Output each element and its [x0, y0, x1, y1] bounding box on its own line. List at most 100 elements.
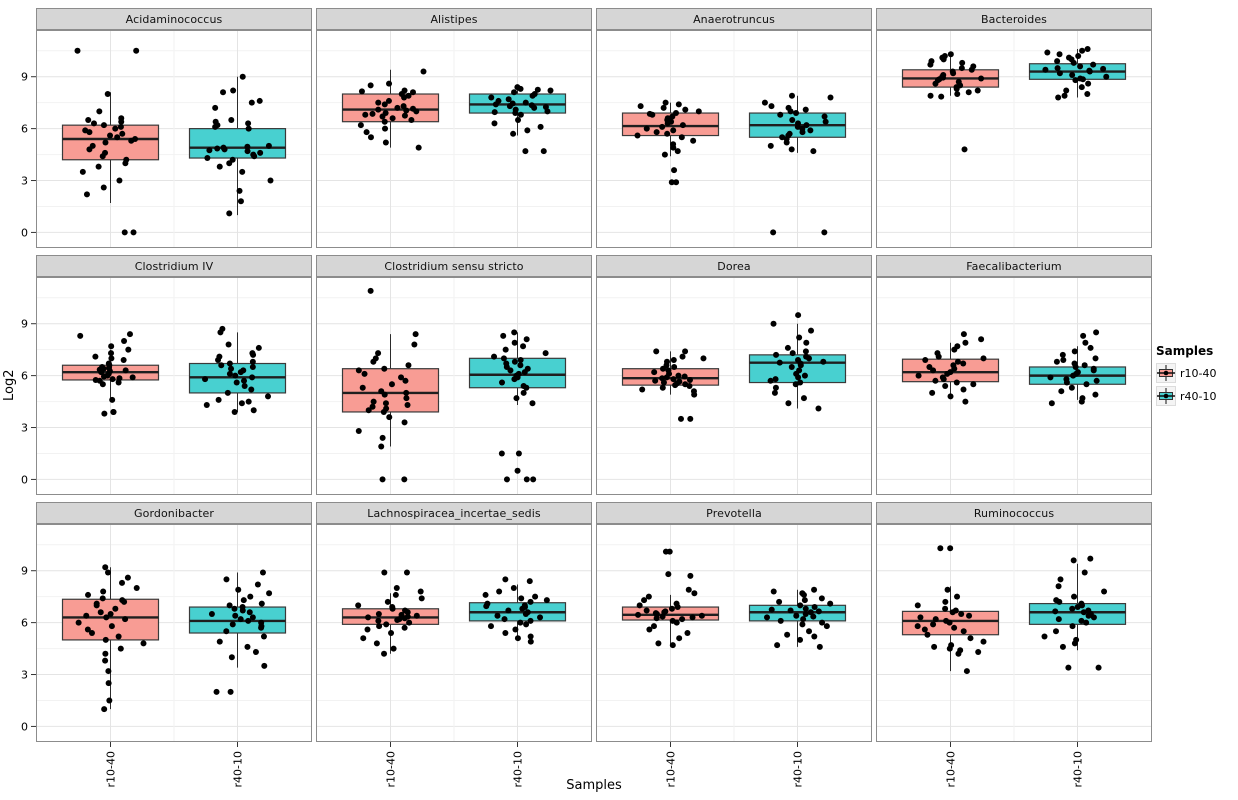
y-axis-title: Log2 — [2, 369, 17, 401]
facet-panel — [316, 30, 592, 248]
y-tick-label: 9 — [21, 71, 28, 84]
y-tick-label: 9 — [21, 565, 28, 578]
boxplot-r40-10 — [748, 95, 847, 153]
facet-title: Alistipes — [430, 12, 478, 26]
facet-panel — [876, 277, 1152, 495]
facet-strip: Alistipes — [316, 8, 592, 30]
jitter-points-r10-40 — [355, 287, 419, 483]
facet-strip: Anaerotruncus — [596, 8, 872, 30]
legend-label: r10-40 — [1180, 366, 1217, 380]
panel-plot — [597, 278, 871, 494]
y-tick-label: 6 — [21, 123, 28, 136]
jitter-points-r10-40 — [915, 331, 987, 405]
facet-strip: Faecalibacterium — [876, 255, 1152, 277]
jitter-points-r40-10 — [1042, 46, 1110, 101]
jitter-points-r40-10 — [1047, 329, 1100, 407]
panel-plot — [877, 31, 1151, 247]
legend-entries: r10-40 r40-10 — [1156, 363, 1236, 406]
facet-title: Faecalibacterium — [966, 259, 1062, 273]
jitter-points-r10-40 — [639, 348, 707, 422]
panel-plot — [597, 525, 871, 741]
x-axis-title: Samples — [566, 778, 622, 793]
facet-strip: Clostridium sensu stricto — [316, 255, 592, 277]
jitter-points-r40-10 — [491, 329, 549, 483]
facet-strip: Dorea — [596, 255, 872, 277]
y-tick-label: 0 — [21, 473, 28, 486]
jitter-points-r40-10 — [767, 312, 827, 412]
y-tick-label: 3 — [21, 422, 28, 435]
boxplot-r40-10 — [188, 332, 287, 412]
jitter-points-r40-10 — [1041, 555, 1108, 671]
panel-plot — [317, 278, 591, 494]
facet-strip: Ruminococcus — [876, 502, 1152, 524]
facet-strip: Lachnospiracea_incertae_sedis — [316, 502, 592, 524]
facet-panel — [36, 524, 312, 742]
jitter-points-r40-10 — [204, 73, 274, 217]
boxplot-r10-40 — [61, 567, 160, 710]
boxplot-r10-40 — [621, 351, 720, 395]
jitter-points-r10-40 — [74, 47, 140, 236]
panel-plot — [37, 31, 311, 247]
y-tick-label: 6 — [21, 617, 28, 630]
legend-entry: r40-10 — [1156, 386, 1236, 406]
facet-strip: Gordonibacter — [36, 502, 312, 524]
facet-title: Gordonibacter — [134, 506, 214, 520]
legend-entry: r10-40 — [1156, 363, 1236, 383]
boxplot-r10-40 — [341, 334, 440, 447]
jitter-points-r10-40 — [357, 68, 427, 151]
facet-title: Anaerotruncus — [693, 12, 775, 26]
facet-title: Clostridium sensu stricto — [384, 259, 524, 273]
boxplot-r10-40 — [61, 92, 160, 204]
panel-plot — [597, 31, 871, 247]
facet-strip: Clostridium IV — [36, 255, 312, 277]
legend: Samples r10-40 r40-10 — [1156, 344, 1236, 409]
jitter-points-r10-40 — [634, 99, 702, 186]
facet-panel — [876, 30, 1152, 248]
jitter-points-r40-10 — [482, 576, 550, 645]
jitter-points-r10-40 — [77, 331, 136, 417]
jitter-points-r10-40 — [635, 548, 705, 649]
facet-panel — [36, 30, 312, 248]
facet-title: Bacteroides — [980, 12, 1048, 26]
y-tick-label: 6 — [21, 370, 28, 383]
panel-plot — [877, 525, 1151, 741]
facet-strip: Prevotella — [596, 502, 872, 524]
boxplot-r10-40 — [901, 54, 1000, 96]
jitter-points-r10-40 — [914, 545, 987, 675]
jitter-points-r40-10 — [208, 569, 273, 695]
facet-panel — [596, 277, 872, 495]
panel-plot — [37, 278, 311, 494]
y-tick-label: 9 — [21, 318, 28, 331]
facet-panel — [876, 524, 1152, 742]
panel-plot — [317, 525, 591, 741]
legend-title: Samples — [1156, 344, 1214, 358]
y-tick-label: 3 — [21, 669, 28, 682]
panel-plot — [37, 525, 311, 741]
facet-title: Acidaminococcus — [125, 12, 223, 26]
y-tick-label: 0 — [21, 720, 28, 733]
facet-title: Ruminococcus — [973, 506, 1055, 520]
facet-panel — [596, 524, 872, 742]
legend-key-boxplot-icon — [1156, 363, 1176, 383]
jitter-points-r10-40 — [75, 564, 147, 713]
panel-plot — [877, 278, 1151, 494]
boxplot-r10-40 — [901, 342, 1000, 395]
facet-panel — [316, 277, 592, 495]
facet-panel — [316, 524, 592, 742]
legend-key-boxplot-icon — [1156, 386, 1176, 406]
facet-strip: Bacteroides — [876, 8, 1152, 30]
legend-label: r40-10 — [1180, 389, 1217, 403]
boxplot-r40-10 — [188, 572, 287, 668]
jitter-points-r10-40 — [355, 569, 425, 657]
facet-strip: Acidaminococcus — [36, 8, 312, 30]
jitter-points-r40-10 — [761, 92, 834, 236]
facet-title: Lachnospiracea_incertae_sedis — [367, 506, 541, 520]
jitter-points-r40-10 — [488, 84, 554, 155]
y-tick-label: 3 — [21, 175, 28, 188]
y-tick-label: 0 — [21, 226, 28, 239]
jitter-points-r40-10 — [763, 586, 834, 650]
facet-title: Prevotella — [706, 506, 762, 520]
jitter-points-r40-10 — [202, 325, 272, 415]
panel-plot — [317, 31, 591, 247]
